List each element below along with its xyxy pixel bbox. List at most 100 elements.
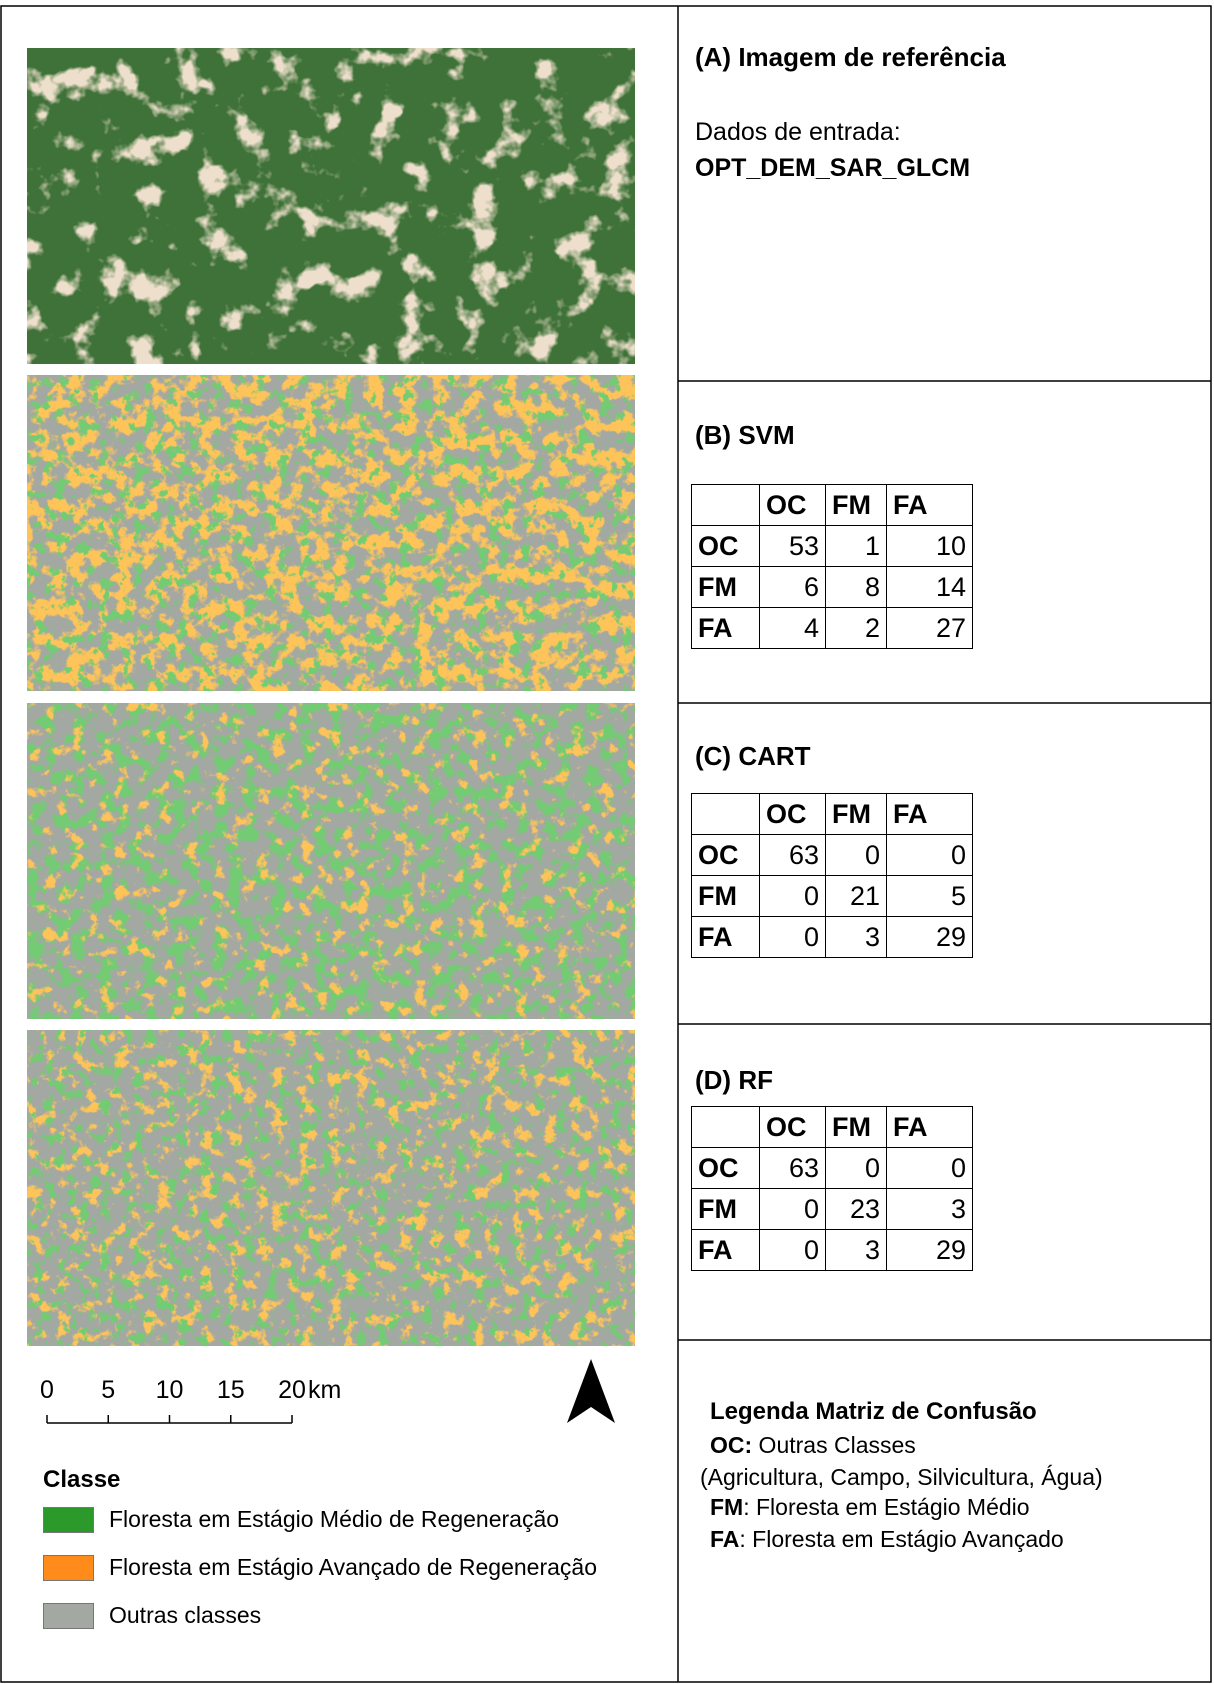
corner-cell	[692, 1107, 760, 1148]
row-header: OC	[692, 835, 760, 876]
legend-label: Floresta em Estágio Médio de Regeneração	[109, 1506, 559, 1533]
column-header: OC	[760, 1107, 826, 1148]
column-header: FA	[887, 794, 973, 835]
map-reference	[27, 48, 635, 364]
row-header: FM	[692, 1189, 760, 1230]
column-header: FM	[826, 1107, 887, 1148]
column-header: FA	[887, 1107, 973, 1148]
matrix-value: 0	[826, 835, 887, 876]
scale-label: 20	[278, 1376, 306, 1405]
matrix-value: 14	[887, 567, 973, 608]
matrix-value: 10	[887, 526, 973, 567]
matrix-value: 63	[760, 1148, 826, 1189]
legend-entry: FM: Floresta em Estágio Médio	[710, 1494, 1030, 1521]
matrix-value: 1	[826, 526, 887, 567]
legend-text: Outras Classes	[752, 1432, 916, 1458]
column-header: FM	[826, 485, 887, 526]
matrix-value: 0	[887, 1148, 973, 1189]
matrix-value: 23	[826, 1189, 887, 1230]
matrix-value: 0	[760, 917, 826, 958]
row-header: FA	[692, 917, 760, 958]
column-header: FM	[826, 794, 887, 835]
scale-label: 5	[101, 1376, 115, 1405]
scale-label: 15	[217, 1376, 245, 1405]
map-rf	[27, 1030, 635, 1346]
panel-title: (B) SVM	[695, 420, 795, 451]
matrix-value: 27	[887, 608, 973, 649]
corner-cell	[692, 794, 760, 835]
scale-bar	[47, 1415, 292, 1423]
row-header: OC	[692, 526, 760, 567]
matrix-value: 53	[760, 526, 826, 567]
legend-label: Floresta em Estágio Avançado de Regenera…	[109, 1554, 597, 1581]
matrix-value: 6	[760, 567, 826, 608]
column-header: FA	[887, 485, 973, 526]
matrix-value: 3	[826, 1230, 887, 1271]
legend-swatch	[43, 1507, 94, 1533]
row-header: OC	[692, 1148, 760, 1189]
panel-title: (A) Imagem de referência	[695, 42, 1006, 73]
figure-frame	[0, 0, 1214, 1684]
panel-title: (D) RF	[695, 1065, 773, 1096]
row-header: FM	[692, 876, 760, 917]
scale-label: 10	[156, 1376, 184, 1405]
legend-title: Classe	[43, 1466, 120, 1494]
input-label: Dados de entrada:	[695, 118, 901, 147]
legend-entry: OC: Outras Classes	[710, 1432, 916, 1459]
matrix-value: 0	[887, 835, 973, 876]
matrix-value: 5	[887, 876, 973, 917]
page: (A) Imagem de referência Dados de entrad…	[0, 0, 1214, 1684]
scale-label: 0	[40, 1376, 54, 1405]
legend-code: OC:	[710, 1432, 752, 1458]
matrix-value: 4	[760, 608, 826, 649]
legend-entry: FA: Floresta em Estágio Avançado	[710, 1526, 1064, 1553]
legend-text: : Floresta em Estágio Médio	[743, 1494, 1029, 1520]
map-svm	[27, 375, 635, 691]
matrix-value: 3	[887, 1189, 973, 1230]
matrix-value: 0	[760, 1230, 826, 1271]
matrix-value: 29	[887, 917, 973, 958]
matrix-legend-title: Legenda Matriz de Confusão	[710, 1398, 1037, 1426]
legend-text: : Floresta em Estágio Avançado	[739, 1526, 1063, 1552]
matrix-value: 29	[887, 1230, 973, 1271]
row-header: FA	[692, 608, 760, 649]
matrix-value: 0	[760, 1189, 826, 1230]
legend-swatch	[43, 1603, 94, 1629]
panel-title: (C) CART	[695, 741, 811, 772]
scale-unit: km	[308, 1376, 341, 1405]
matrix-value: 21	[826, 876, 887, 917]
matrix-value: 0	[826, 1148, 887, 1189]
matrix-value: 0	[760, 876, 826, 917]
legend-swatch	[43, 1555, 94, 1581]
matrix-value: 63	[760, 835, 826, 876]
map-cart	[27, 703, 635, 1019]
row-header: FA	[692, 1230, 760, 1271]
column-header: OC	[760, 794, 826, 835]
row-header: FM	[692, 567, 760, 608]
matrix-value: 3	[826, 917, 887, 958]
input-value: OPT_DEM_SAR_GLCM	[695, 154, 970, 183]
corner-cell	[692, 485, 760, 526]
legend-code: FA	[710, 1526, 739, 1552]
legend-code: FM	[710, 1494, 743, 1520]
legend-label: Outras classes	[109, 1602, 261, 1629]
matrix-value: 8	[826, 567, 887, 608]
legend-note: (Agricultura, Campo, Silvicultura, Água)	[700, 1464, 1103, 1491]
north-arrow	[567, 1359, 615, 1423]
column-header: OC	[760, 485, 826, 526]
